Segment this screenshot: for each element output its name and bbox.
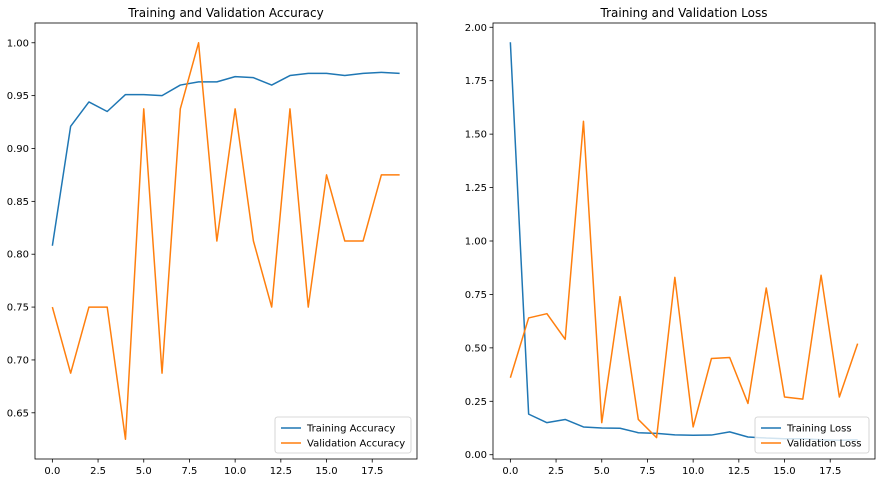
loss-y-tick-label: 0.50 [465,343,487,354]
accuracy-y-tick-label: 0.75 [7,303,29,314]
loss-validation-loss-line [509,120,859,439]
loss-x-tick-label: 10.0 [682,466,704,477]
loss-y-tick-label: 2.00 [465,23,487,34]
loss-chart: 0.0 2.5 5.0 7.5 10.0 12.5 15.0 17.5 0.00 0.25 0.50… [465,6,876,477]
accuracy-x-tick-label: 15.0 [315,466,337,477]
accuracy-chart-title: Training and Validation Accuracy [127,6,323,20]
accuracy-x-tick-label: 0.0 [44,466,60,477]
loss-x-tick-label: 2.5 [548,466,564,477]
accuracy-y-tick-label: 0.70 [7,355,29,366]
accuracy-legend-label: Validation Accuracy [307,439,405,450]
accuracy-y-tick-label: 0.90 [7,144,29,155]
accuracy-training-accuracy-line [51,71,400,246]
accuracy-axes-frame [34,22,418,460]
loss-chart-title: Training and Validation Loss [600,6,768,20]
accuracy-y-tick-label: 1.00 [7,38,29,49]
loss-y-tick-label: 0.25 [465,397,487,408]
loss-y-tick-label: 1.25 [465,183,487,194]
accuracy-x-tick-label: 12.5 [270,466,292,477]
loss-y-tick-label: 0.75 [465,290,487,301]
loss-x-tick-label: 17.5 [819,466,841,477]
loss-legend-box [754,416,870,454]
accuracy-x-tick-label: 2.5 [90,466,106,477]
accuracy-x-tick-label: 5.0 [136,466,152,477]
loss-y-tick-label: 1.00 [465,237,487,248]
accuracy-y-tick-label: 0.80 [7,250,29,261]
accuracy-y-tick-label: 0.95 [7,91,29,102]
accuracy-validation-accuracy-line [51,42,400,440]
accuracy-x-tick-label: 10.0 [224,466,246,477]
accuracy-legend-box [274,416,412,454]
accuracy-y-tick-label: 0.65 [7,408,29,419]
accuracy-x-tick-label: 17.5 [361,466,383,477]
accuracy-legend-label: Training Accuracy [306,424,395,435]
accuracy-legend: Training Accuracy Validation Accuracy [274,416,412,454]
loss-x-tick-label: 12.5 [728,466,750,477]
loss-y-tick-label: 1.75 [465,76,487,87]
loss-legend-label: Validation Loss [787,439,862,450]
loss-x-tick-label: 7.5 [639,466,655,477]
loss-x-tick-label: 5.0 [594,466,610,477]
loss-legend-label: Training Loss [786,424,852,435]
loss-axes-frame [492,22,876,460]
loss-legend: Training Loss Validation Loss [754,416,870,454]
loss-x-tick-label: 15.0 [773,466,795,477]
accuracy-x-tick-label: 7.5 [181,466,197,477]
accuracy-chart: 0.0 2.5 5.0 7.5 10.0 12.5 15.0 17.5 0.65 0.70 0.75… [7,6,418,477]
accuracy-y-tick-label: 0.85 [7,197,29,208]
loss-x-tick-label: 0.0 [502,466,518,477]
loss-y-tick-label: 0.00 [465,450,487,461]
loss-y-tick-label: 1.50 [465,130,487,141]
